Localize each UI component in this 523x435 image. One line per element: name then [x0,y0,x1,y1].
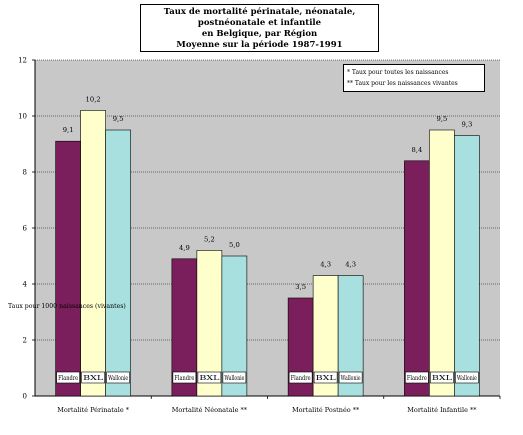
chart-title-line-2: en Belgique, par Région [201,29,318,39]
chart-title: Taux de mortalité périnatale, néonatale,… [140,4,379,52]
bar [454,135,480,397]
series-label: Wallonie [341,375,361,382]
data-label: 9,5 [113,115,124,123]
series-label-box [455,371,479,384]
series-label: Flandre [174,375,194,382]
y-tick-label: 8 [23,169,27,177]
y-tick-label: 4 [23,281,28,289]
series-label: BXL [316,375,336,382]
data-label: 8,4 [411,146,422,154]
category-label: Mortalité Périnatale * [57,406,130,414]
series-label: Wallonie [108,375,128,382]
y-axis-label: Taux pour 1000 naissances (vivantes) [8,303,126,310]
data-label: 9,5 [436,115,447,123]
y-tick-label: 0 [23,393,27,401]
series-label-box [313,371,338,384]
data-label: 4,3 [320,261,331,269]
series-label-box [338,371,363,384]
y-tick-label: 2 [23,337,27,345]
bar [429,129,455,397]
bar [105,129,131,397]
bar [55,140,81,397]
chart-title-line-3: Moyenne sur la période 1987-1991 [176,40,343,50]
data-label: 9,3 [461,121,472,129]
y-tick-label: 10 [18,113,27,121]
category-label: Mortalité Postnéo ** [292,406,360,414]
series-label: Flandre [291,375,311,382]
notes-legend: * Taux pour toutes les naissances ** Tau… [343,64,485,92]
series-label-box [222,371,247,384]
note-live-births: ** Taux pour les naissances vivantes [347,80,458,87]
series-label: BXL [432,375,452,382]
series-label-box [288,371,313,384]
series-label: Wallonie [457,375,477,382]
series-label: Flandre [58,375,78,382]
bar [80,110,106,397]
y-tick-label: 12 [18,57,27,65]
category-label: Mortalité Néonatale ** [172,406,248,414]
data-label: 9,1 [63,126,74,134]
series-label-box [197,371,222,384]
note-all-births: * Taux pour toutes les naissances [347,69,449,76]
series-label-box [405,371,429,384]
category-label: Mortalité Infantile ** [407,406,477,414]
data-label: 4,9 [179,244,190,252]
series-label: Wallonie [224,375,244,382]
bar [404,160,430,397]
data-label: 4,3 [345,261,356,269]
series-label: BXL [199,375,219,382]
series-label: Flandre [407,375,427,382]
series-label-box [81,371,105,384]
series-label: BXL [83,375,103,382]
y-tick-label: 6 [23,225,28,233]
chart-title-line-1: Taux de mortalité périnatale, néonatale,… [163,7,356,28]
data-label: 5,2 [204,235,215,243]
series-label-box [106,371,130,384]
series-label-box [430,371,454,384]
data-label: 3,5 [295,283,306,291]
series-label-box [56,371,80,384]
data-label: 5,0 [229,241,240,249]
series-label-box [172,371,197,384]
data-label: 10,2 [86,95,101,103]
